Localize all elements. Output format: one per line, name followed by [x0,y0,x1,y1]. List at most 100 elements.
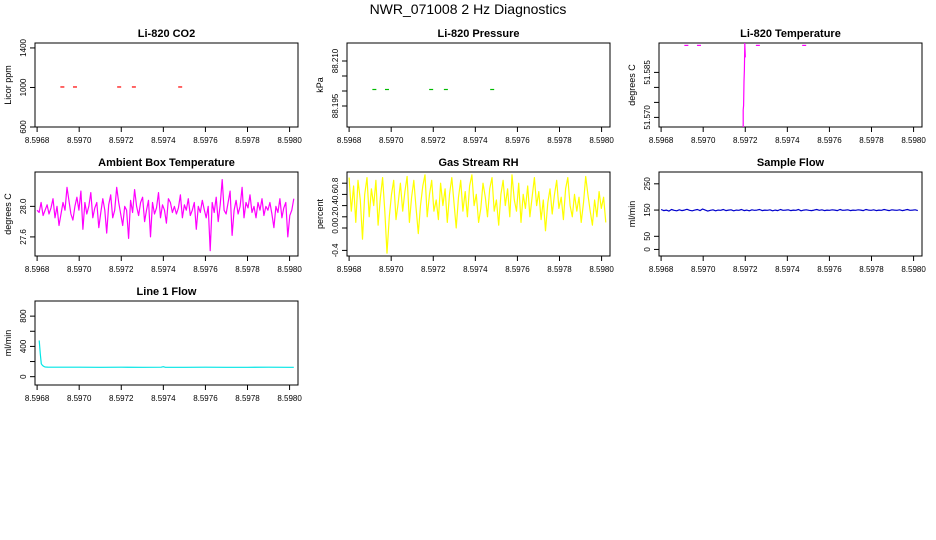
series-line [660,208,918,212]
x-tick-label: 8.5972 [109,136,134,145]
y-axis-label: ml/min [3,330,13,357]
series-line [38,340,294,368]
y-tick-label: 1000 [19,78,28,96]
series-line [348,174,607,254]
y-tick-label: 50 [643,231,652,240]
plot-frame [346,42,611,128]
x-tick-label: 8.5968 [25,394,50,403]
x-tick-label: 8.5980 [901,265,926,274]
x-tick-label: 8.5980 [589,136,614,145]
x-tick-label: 8.5980 [277,394,302,403]
x-tick-label: 8.5968 [649,136,674,145]
y-tick-label: 51.570 [643,105,652,130]
x-tick-label: 8.5980 [277,265,302,274]
chart-rh: Gas Stream RH percent 8.5968 8.5970 8.5972 8.… [315,157,614,274]
x-tick-label: 8.5968 [25,265,50,274]
y-tick-label: 0 [19,374,28,379]
x-tick-label: 8.5978 [235,136,260,145]
y-tick-label: -0.4 [331,243,340,257]
y-tick-label: 0.4 [331,199,340,211]
x-tick-label: 8.5974 [463,136,488,145]
plot-frame [658,42,923,128]
chart-title: Ambient Box Temperature [98,157,235,169]
y-axis-label: Licor ppm [3,65,13,105]
y-axis-label: kPa [315,77,325,93]
x-tick-label: 8.5970 [67,265,92,274]
chart-title: Line 1 Flow [137,286,197,298]
x-tick-label: 8.5976 [505,136,530,145]
page-title: NWR_071008 2 Hz Diagnostics [369,1,567,17]
chart-title: Li-820 CO2 [138,28,195,40]
x-tick-label: 8.5976 [817,136,842,145]
x-tick-label: 8.5972 [109,394,134,403]
y-tick-label: 600 [19,120,28,134]
plot-frame [658,171,923,257]
x-tick-label: 8.5974 [151,265,176,274]
x-tick-label: 8.5972 [421,265,446,274]
chart-sample: Sample Flow ml/min 8.5968 8.5970 8.5972 8.597… [627,157,926,274]
y-tick-label: 88.210 [331,48,340,73]
x-tick-label: 8.5978 [547,265,572,274]
x-tick-label: 8.5978 [547,136,572,145]
x-tick-label: 8.5978 [859,265,884,274]
series-group [660,208,918,212]
chart-ambient: Ambient Box Temperature degrees C 8.5968 8.… [3,157,302,274]
chart-temperature: Li-820 Temperature degrees C 8.5968 8.5970 8… [627,28,926,145]
y-axis-label: percent [315,198,325,229]
x-tick-label: 8.5980 [901,136,926,145]
x-tick-label: 8.5976 [817,265,842,274]
x-tick-label: 8.5970 [691,136,716,145]
series-group [36,179,295,252]
series-group [38,340,294,368]
x-tick-label: 8.5972 [109,265,134,274]
series-line [742,43,746,127]
series-line [36,179,295,252]
plot-frame [34,171,299,257]
x-tick-label: 8.5980 [277,136,302,145]
x-tick-label: 8.5974 [775,265,800,274]
y-tick-label: 0 [643,247,652,252]
x-tick-label: 8.5972 [733,136,758,145]
y-tick-label: 51.585 [643,60,652,85]
y-tick-label: 27.6 [19,229,28,245]
x-tick-label: 8.5968 [25,136,50,145]
chart-line1: Line 1 Flow ml/min 8.5968 8.5970 8.5972 8.597… [3,286,302,403]
x-tick-label: 8.5976 [193,265,218,274]
chart-co2: Li-820 CO2 Licor ppm 8.5968 8.5970 8.5972 8.5… [3,28,302,145]
y-tick-label: 88.195 [331,93,340,118]
plot-frame [34,300,299,386]
x-tick-label: 8.5970 [67,136,92,145]
y-tick-label: 0.0 [331,222,340,234]
chart-title: Li-820 Pressure [438,28,520,40]
y-tick-label: 1400 [19,38,28,56]
y-axis-label: ml/min [627,201,637,228]
x-tick-label: 8.5970 [691,265,716,274]
plot-frame [34,42,299,128]
chart-title: Sample Flow [757,157,825,169]
y-tick-label: 800 [19,309,28,323]
x-tick-label: 8.5978 [859,136,884,145]
x-tick-label: 8.5974 [775,136,800,145]
y-axis-label: degrees C [3,193,13,235]
series-group [348,174,607,254]
x-tick-label: 8.5970 [379,265,404,274]
y-tick-label: 28.0 [19,198,28,214]
y-tick-label: 400 [19,339,28,353]
y-tick-label: 0.2 [331,211,340,223]
x-tick-label: 8.5974 [151,136,176,145]
y-tick-label: 150 [643,203,652,217]
x-tick-label: 8.5976 [505,265,530,274]
x-tick-label: 8.5974 [151,394,176,403]
x-tick-label: 8.5976 [193,136,218,145]
x-tick-label: 8.5980 [589,265,614,274]
x-tick-label: 8.5968 [337,136,362,145]
series-group [684,43,807,127]
plot-frame [346,171,611,257]
x-tick-label: 8.5970 [379,136,404,145]
chart-title: Li-820 Temperature [740,28,841,40]
chart-pressure: Li-820 Pressure kPa 8.5968 8.5970 8.5972 8.59… [315,28,614,145]
x-tick-label: 8.5978 [235,394,260,403]
x-tick-label: 8.5970 [67,394,92,403]
x-tick-label: 8.5978 [235,265,260,274]
